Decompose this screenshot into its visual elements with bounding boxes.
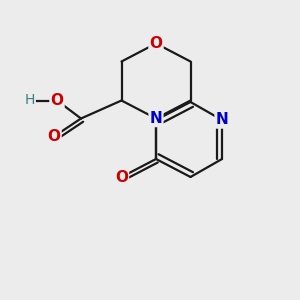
Text: O: O	[149, 36, 163, 51]
Text: O: O	[50, 93, 64, 108]
Text: N: N	[216, 112, 228, 128]
Text: O: O	[47, 129, 61, 144]
Text: O: O	[115, 169, 128, 184]
Text: H: H	[25, 94, 35, 107]
Text: N: N	[150, 111, 162, 126]
